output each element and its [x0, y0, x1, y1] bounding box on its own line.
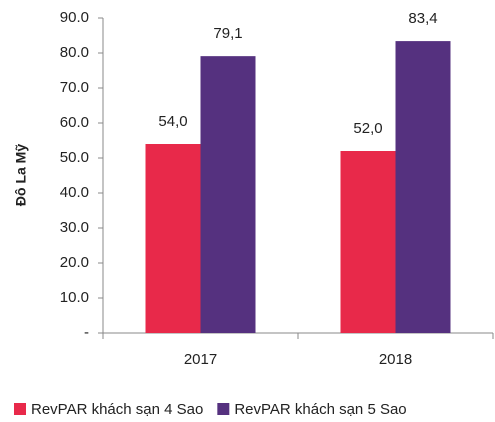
legend-swatch: [14, 403, 26, 415]
y-tick-label: 70.0: [60, 79, 89, 96]
bar: [340, 151, 396, 333]
bar: [200, 56, 256, 334]
bar: [395, 41, 451, 333]
y-tick-label: 80.0: [60, 44, 89, 61]
legend-label: RevPAR khách sạn 5 Sao: [234, 401, 406, 418]
y-tick-label: 60.0: [60, 114, 89, 131]
x-tick-label: 2018: [379, 351, 412, 368]
y-axis-label: Đô La Mỹ: [13, 144, 29, 206]
y-tick-label: 90.0: [60, 9, 89, 26]
y-tick-label: 40.0: [60, 184, 89, 201]
legend-swatch: [217, 403, 230, 415]
y-tick-label: 10.0: [60, 289, 89, 306]
bar: [145, 144, 201, 333]
value-label: 52,0: [353, 120, 382, 137]
y-tick-label: 50.0: [60, 149, 89, 166]
x-tick-label: 2017: [184, 351, 217, 368]
y-tick-label: 30.0: [60, 219, 89, 236]
value-label: 54,0: [158, 113, 187, 130]
legend-label: RevPAR khách sạn 4 Sao: [31, 401, 203, 418]
y-tick-label: 20.0: [60, 254, 89, 271]
value-label: 79,1: [213, 25, 242, 42]
value-label: 83,4: [408, 10, 437, 27]
y-tick-label: -: [84, 324, 89, 341]
